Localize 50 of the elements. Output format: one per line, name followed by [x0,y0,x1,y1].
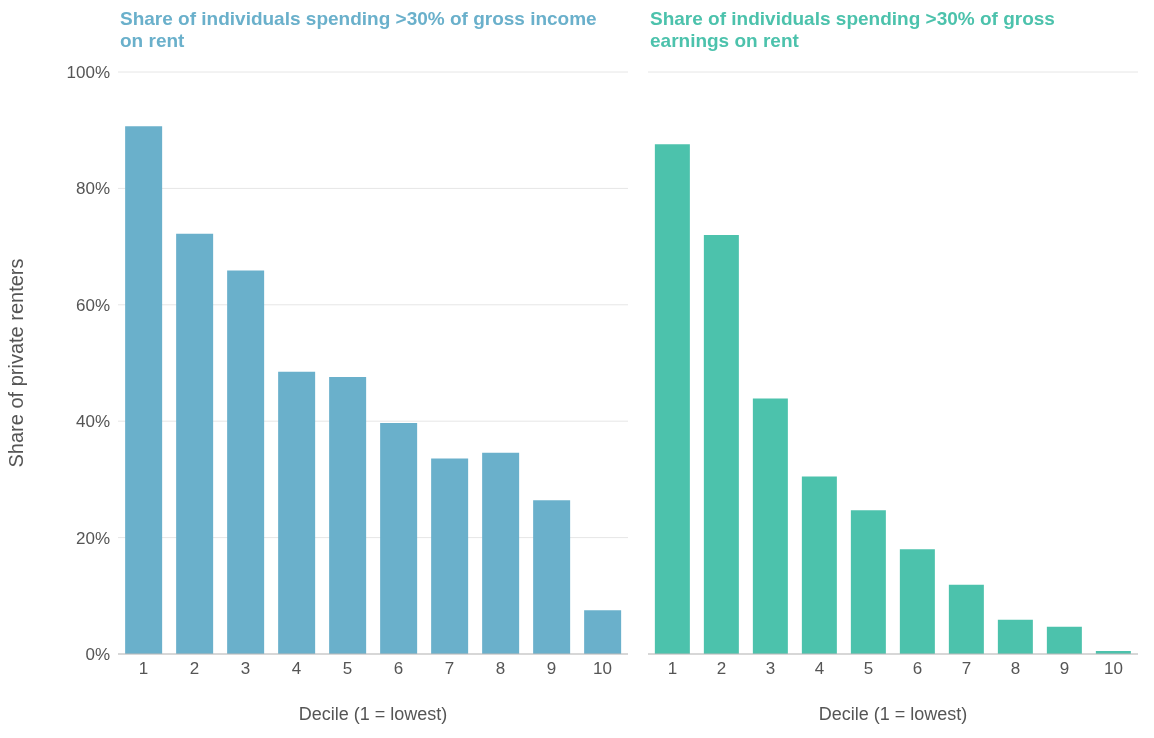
bar [380,422,418,654]
y-tick-label: 20% [75,528,110,548]
x-tick-label: 10 [593,659,612,679]
x-axis-title: Decile (1 = lowest) [818,704,968,724]
y-tick-label: 60% [75,295,110,315]
bar [533,500,571,654]
bar [850,510,886,654]
x-axis-title: Decile (1 = lowest) [298,704,448,724]
x-tick-label: 9 [1059,659,1070,679]
x-tick-label: 8 [1010,659,1021,679]
bar [801,476,837,654]
bar [654,144,690,654]
bar [176,233,214,654]
x-tick-label: 1 [667,659,678,679]
x-tick-label: 3 [765,659,776,679]
chart-title: Share of individuals spending >30% of gross income on rent [119,8,598,53]
bar [329,376,367,654]
x-tick-label: 7 [961,659,972,679]
bar [584,610,622,654]
x-tick-label: 8 [495,659,506,679]
bar [1046,626,1082,654]
bar [997,619,1033,654]
x-tick-label: 6 [393,659,404,679]
chart-title: Share of individuals spending >30% of gross earnings on rent [649,8,1056,53]
bar [125,126,163,654]
x-tick-label: 1 [138,659,149,679]
x-tick-label: 6 [912,659,923,679]
x-tick-label: 3 [240,659,251,679]
x-tick-label: 9 [546,659,557,679]
y-tick-label: 0% [85,645,110,665]
x-tick-label: 5 [342,659,353,679]
x-tick-label: 7 [444,659,455,679]
x-tick-label: 4 [291,659,302,679]
bar [431,458,469,654]
bar [899,549,935,654]
bar [227,270,265,654]
bar [948,584,984,654]
bar [752,398,788,654]
y-axis-title: Share of private renters [5,258,28,468]
y-tick-label: 40% [75,412,110,432]
x-tick-label: 2 [716,659,727,679]
x-tick-label: 4 [814,659,825,679]
x-tick-label: 2 [189,659,200,679]
x-tick-label: 5 [863,659,874,679]
x-tick-label: 10 [1104,659,1123,679]
bar [482,452,520,654]
y-tick-label: 80% [75,179,110,199]
bar [278,371,316,654]
bar [703,234,739,654]
y-tick-label: 100% [66,63,110,83]
